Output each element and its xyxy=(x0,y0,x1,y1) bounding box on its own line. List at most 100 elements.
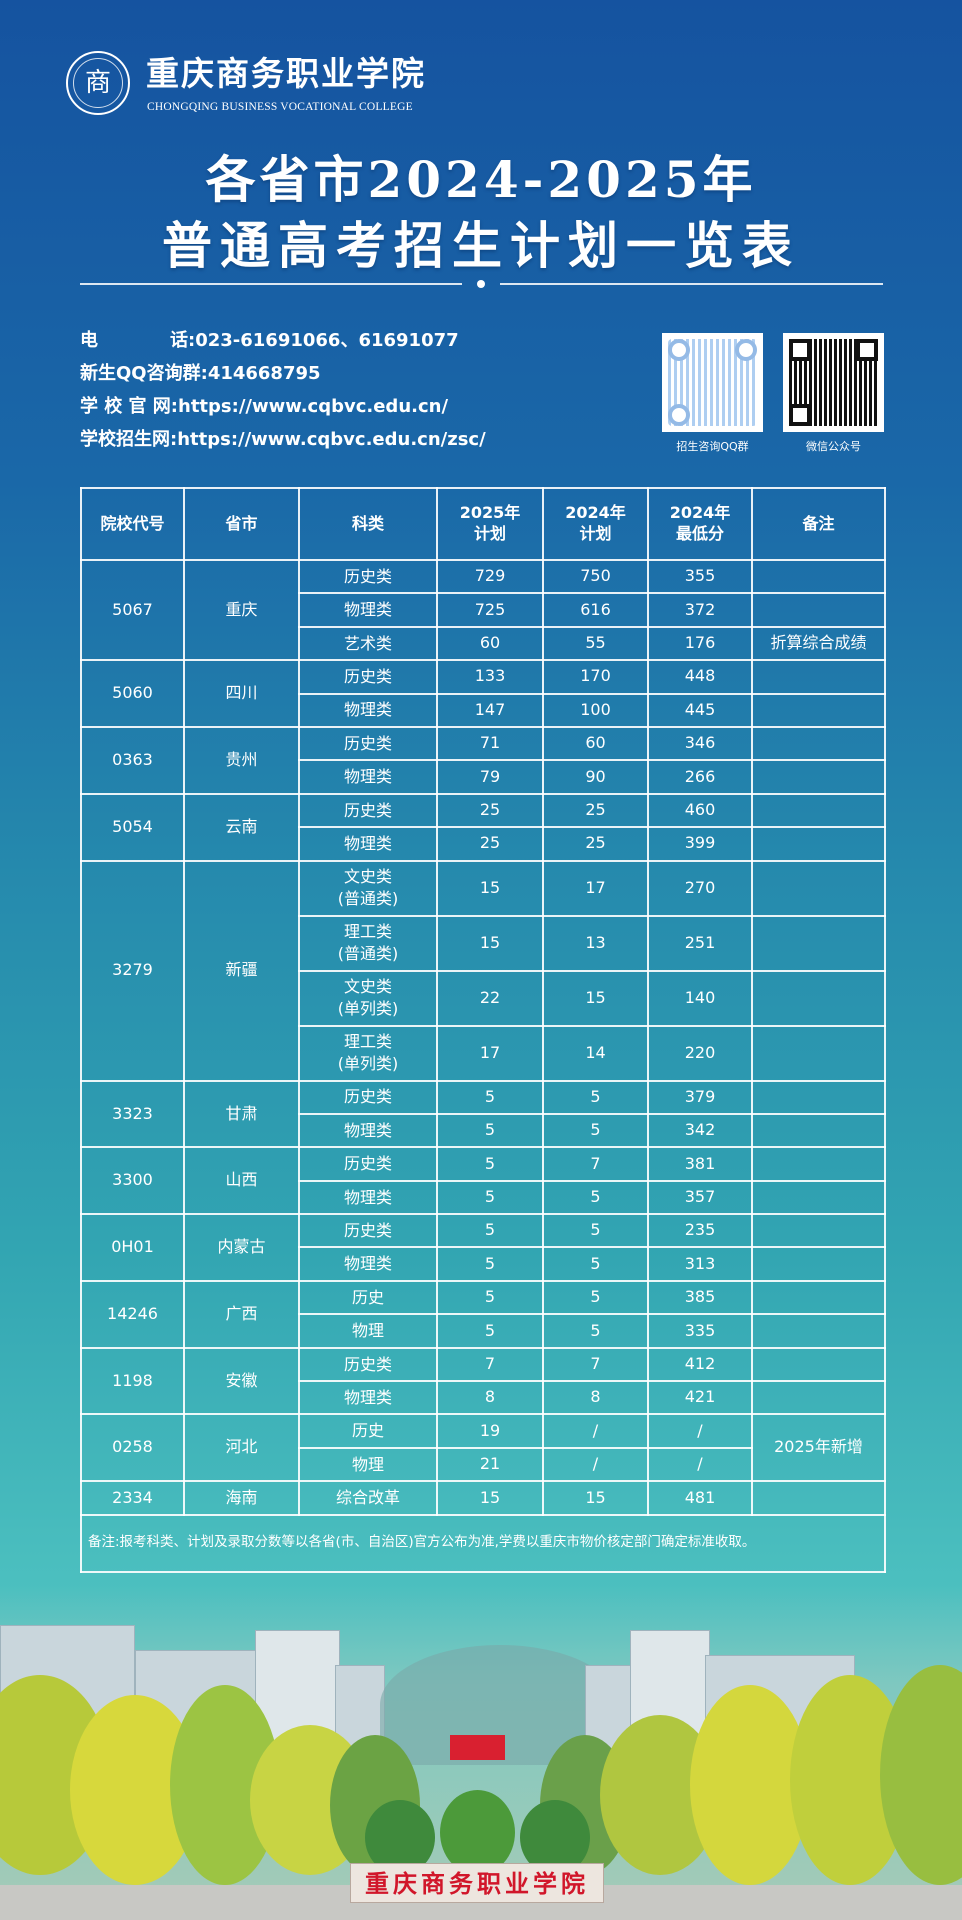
table-row: 5060 四川 历史类 133 170 448 xyxy=(80,659,886,728)
school-code-cell: 3300 xyxy=(80,1146,185,1216)
table-row: 文史类 (单列类) 22 15 140 xyxy=(81,969,886,1027)
min-score-2024-cell: 140 xyxy=(647,969,753,1027)
table-row: 物理 21// xyxy=(81,1446,885,1483)
province-cell: 新疆 xyxy=(183,859,300,1082)
plan-2024-cell: 616 xyxy=(542,592,649,628)
province-cell: 重庆 xyxy=(183,558,300,662)
min-score-2024-cell: 421 xyxy=(647,1380,753,1416)
plan-2024-cell: 25 xyxy=(542,792,649,829)
subject-cell: 物理 xyxy=(298,1313,438,1349)
subject-cell: 理工类 (单列类) xyxy=(298,1024,438,1082)
plan-2024-cell: 5 xyxy=(542,1079,649,1115)
plan-2025-cell: 5 xyxy=(436,1313,544,1349)
min-score-2024-cell: 357 xyxy=(647,1179,753,1216)
college-name: 重庆商务职业学院 xyxy=(146,54,426,93)
min-score-2024-cell: 412 xyxy=(647,1346,753,1383)
contact-phone: 电 话:023-61691066、61691077 xyxy=(80,329,459,353)
table-row: 5067 重庆 历史类 729 750 355 xyxy=(80,558,886,662)
remark-cell xyxy=(751,1279,886,1316)
province-cell: 云南 xyxy=(183,792,300,862)
admission-label: 学校招生网: xyxy=(80,429,178,450)
remark-cell xyxy=(751,659,886,695)
table-row: 物理类 25 25 399 xyxy=(81,826,886,862)
table-row: 3279 新疆 文史类 (普通类) 15 17 270 xyxy=(80,859,886,1082)
remark-cell xyxy=(751,592,886,628)
plan-2025-cell: 22 xyxy=(436,969,544,1027)
province-cell: 四川 xyxy=(183,659,300,728)
remark-cell xyxy=(751,1179,886,1216)
campus-photo: 重庆商务职业学院 xyxy=(0,1585,962,1920)
school-code-cell: 14246 xyxy=(80,1279,185,1349)
page-title-line2: 普通高考招生计划一览表 xyxy=(162,216,800,275)
website-link[interactable]: https://www.cqbvc.edu.cn/ xyxy=(178,396,449,417)
subject-cell: 物理类 xyxy=(298,1380,438,1416)
admission-link[interactable]: https://www.cqbvc.edu.cn/zsc/ xyxy=(177,429,486,450)
plan-2024-cell: 5 xyxy=(542,1112,649,1149)
subject-cell: 艺术类 xyxy=(298,625,438,662)
min-score-2024-cell: 381 xyxy=(647,1146,753,1182)
table-row: 3323 甘肃 历史类 5 5 379 xyxy=(80,1079,886,1149)
college-name-english: CHONGQING BUSINESS VOCATIONAL COLLEGE xyxy=(147,101,413,113)
plan-2025-cell: 7 xyxy=(436,1346,544,1383)
college-logo: 商 xyxy=(66,51,130,115)
plan-2024-cell: / xyxy=(542,1446,649,1483)
table-row: 理工类 (单列类) 17 14 220 xyxy=(81,1024,886,1082)
table-row: 物理类 5 5 357 xyxy=(81,1179,886,1216)
plan-2025-cell: 5 xyxy=(436,1246,544,1282)
subject-cell: 物理类 xyxy=(298,692,438,728)
column-header: 省市 xyxy=(183,487,300,561)
table-row: 物理类 8 8 421 xyxy=(81,1380,886,1416)
table-row: 14246 广西 历史 5 5 385 xyxy=(80,1279,886,1349)
plan-2024-cell: 7 xyxy=(542,1146,649,1182)
table-row: 5054 云南 历史类 25 25 460 xyxy=(80,792,886,862)
plan-2025-cell: 8 xyxy=(436,1380,544,1416)
qq-value: 414668795 xyxy=(207,363,321,384)
school-code-cell: 0H01 xyxy=(80,1213,185,1282)
table-row: 0363 贵州 历史类 71 60 346 xyxy=(80,725,886,795)
table-row: 2334 海南 综合改革 15 15 481 xyxy=(80,1480,886,1516)
qq-label: 新生QQ咨询群: xyxy=(80,363,208,384)
remark-cell xyxy=(751,1079,886,1115)
plan-2025-cell: 17 xyxy=(436,1024,544,1082)
page-title-line1: 各省市2024-2025年 xyxy=(205,150,757,209)
contact-admission-site: 学校招生网:https://www.cqbvc.edu.cn/zsc/ xyxy=(80,428,486,452)
plan-2024-cell: 750 xyxy=(542,558,649,595)
subject-cell: 历史 xyxy=(298,1279,438,1316)
remark-cell xyxy=(751,826,886,862)
subject-cell: 历史类 xyxy=(298,1346,438,1383)
remark-cell: 2025年新增 xyxy=(751,1413,886,1483)
plan-2024-cell: 5 xyxy=(542,1279,649,1316)
plan-2024-cell: 55 xyxy=(542,625,649,662)
province-cell: 安徽 xyxy=(183,1346,300,1416)
website-label: 学 校 官 网: xyxy=(80,396,178,417)
qq-qr-label: 招生咨询QQ群 xyxy=(676,440,749,453)
school-code-cell: 3279 xyxy=(80,859,185,1082)
subject-cell: 物理类 xyxy=(298,759,438,795)
plan-2024-cell: 15 xyxy=(542,1480,649,1516)
subject-cell: 历史类 xyxy=(298,725,438,762)
table-row: 物理类 5 5 342 xyxy=(81,1112,886,1149)
min-score-2024-cell: 270 xyxy=(647,859,753,917)
admission-plan-table: 院校代号 省市 科类 2025年 计划 2024年 计划 2024年 最低分 备注 5067… xyxy=(80,487,886,1573)
remark-cell xyxy=(751,759,886,795)
table-row: 物理类 147 100 445 xyxy=(81,692,886,728)
plan-2024-cell: 13 xyxy=(542,914,649,972)
plan-2024-cell: 5 xyxy=(542,1246,649,1282)
remark-cell xyxy=(751,792,886,829)
plan-2024-cell: 14 xyxy=(542,1024,649,1082)
plan-2024-cell: 5 xyxy=(542,1213,649,1249)
remark-cell xyxy=(751,1346,886,1383)
min-score-2024-cell: / xyxy=(647,1413,753,1449)
table-row: 物理 5 5 335 xyxy=(81,1313,886,1349)
table-row: 物理类 725 616 372 xyxy=(81,592,886,628)
plan-2024-cell: 5 xyxy=(542,1179,649,1216)
subject-cell: 历史类 xyxy=(298,792,438,829)
plan-2025-cell: 5 xyxy=(436,1079,544,1115)
divider-left xyxy=(80,283,462,285)
min-score-2024-cell: / xyxy=(647,1446,753,1483)
subject-cell: 物理类 xyxy=(298,826,438,862)
school-code-cell: 5060 xyxy=(80,659,185,728)
min-score-2024-cell: 448 xyxy=(647,659,753,695)
plan-2025-cell: 15 xyxy=(436,859,544,917)
subject-cell: 物理类 xyxy=(298,1179,438,1216)
